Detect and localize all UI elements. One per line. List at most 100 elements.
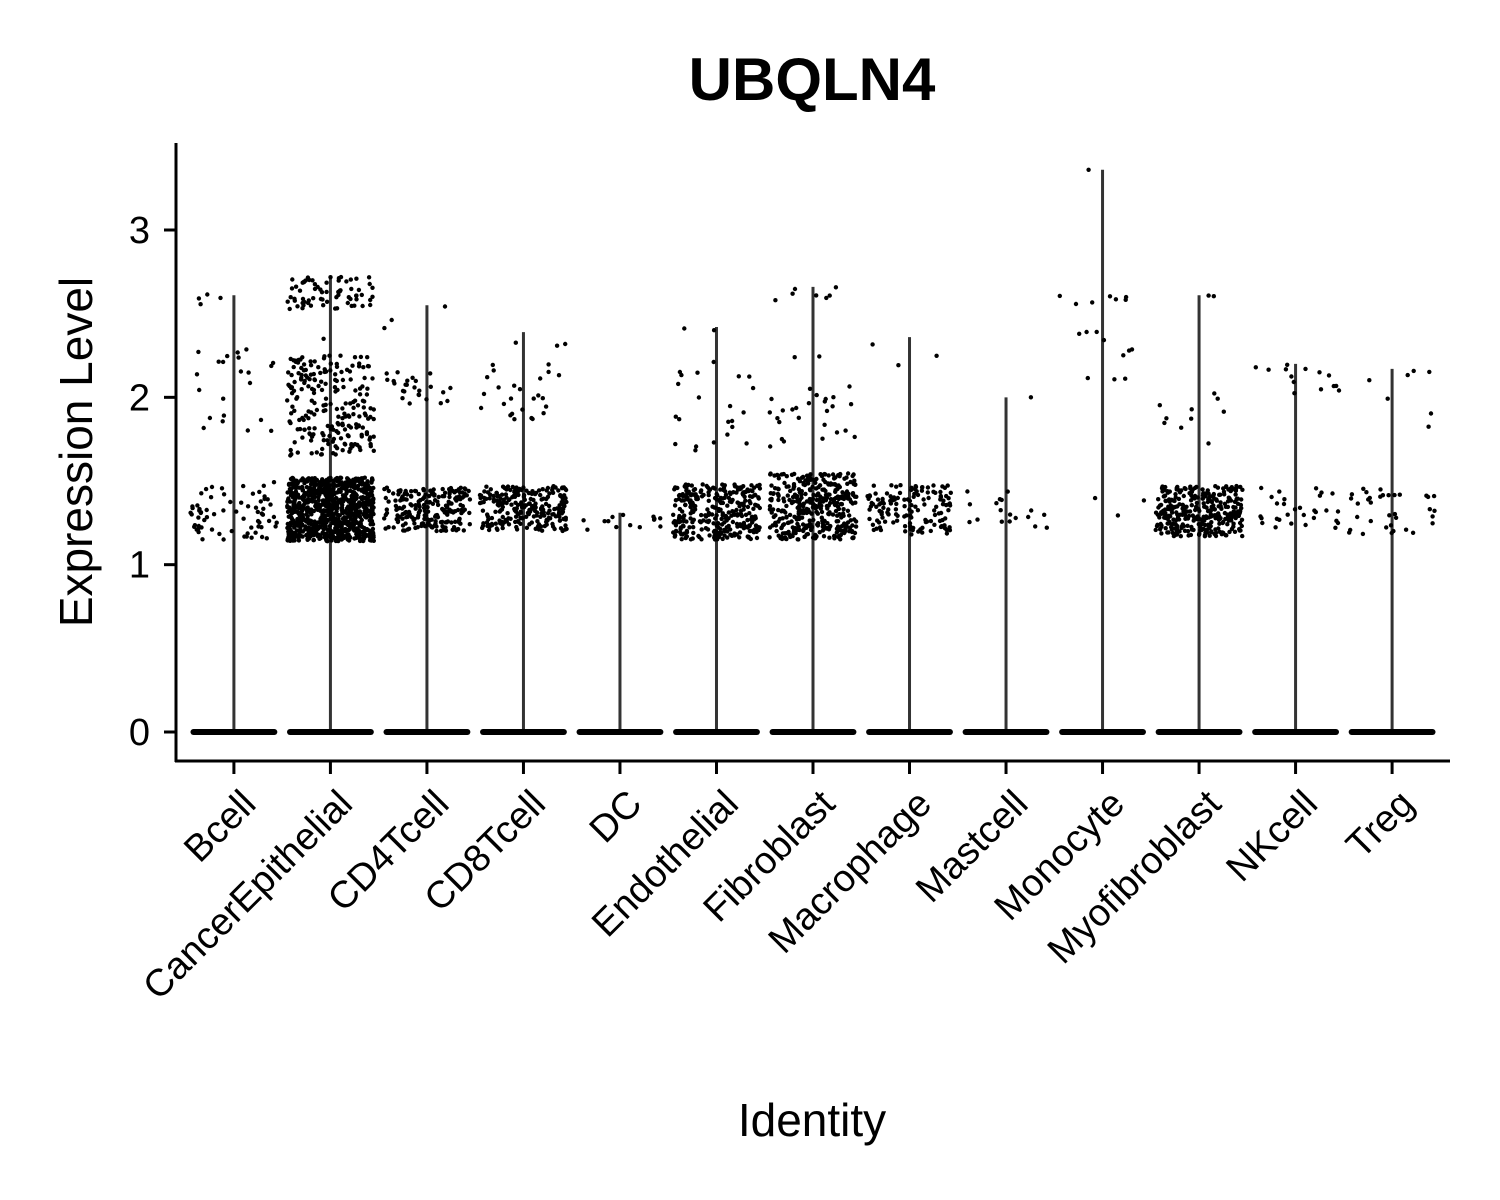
data-point bbox=[393, 498, 398, 503]
data-point bbox=[852, 434, 857, 440]
data-point bbox=[558, 493, 563, 499]
data-point bbox=[491, 497, 497, 502]
data-point bbox=[725, 432, 730, 437]
data-point bbox=[382, 486, 387, 492]
data-point bbox=[907, 521, 913, 526]
data-point bbox=[289, 515, 294, 520]
data-point bbox=[290, 404, 295, 409]
data-point bbox=[658, 524, 663, 529]
data-point bbox=[204, 515, 210, 520]
data-point bbox=[796, 537, 801, 542]
data-point bbox=[487, 496, 492, 501]
data-point bbox=[239, 500, 244, 505]
data-point bbox=[325, 423, 330, 429]
data-point bbox=[1231, 504, 1236, 510]
data-point bbox=[1189, 503, 1195, 508]
data-point bbox=[309, 434, 315, 439]
data-point bbox=[354, 506, 359, 512]
data-point bbox=[699, 527, 704, 532]
data-point bbox=[447, 494, 452, 500]
data-point bbox=[1218, 492, 1223, 497]
data-point bbox=[1212, 391, 1217, 396]
data-point bbox=[842, 530, 847, 536]
data-point bbox=[324, 485, 329, 490]
data-point bbox=[805, 480, 811, 486]
data-point bbox=[297, 426, 303, 432]
data-point bbox=[732, 512, 738, 517]
data-point bbox=[296, 538, 302, 543]
data-point bbox=[775, 416, 780, 421]
data-point bbox=[360, 524, 365, 530]
data-point bbox=[879, 512, 884, 517]
data-point bbox=[781, 496, 786, 501]
data-point bbox=[406, 509, 412, 515]
data-point bbox=[415, 525, 420, 530]
data-point bbox=[1206, 293, 1211, 298]
data-point bbox=[554, 343, 560, 348]
data-point bbox=[317, 486, 322, 491]
data-point bbox=[819, 509, 825, 515]
data-point bbox=[421, 502, 427, 508]
data-point bbox=[830, 512, 836, 517]
data-point bbox=[362, 490, 368, 495]
data-point bbox=[335, 512, 340, 518]
data-point bbox=[833, 489, 838, 494]
data-point bbox=[1355, 514, 1360, 520]
data-point bbox=[394, 507, 399, 512]
data-point bbox=[291, 492, 296, 497]
data-point bbox=[1229, 518, 1234, 523]
data-point bbox=[453, 519, 458, 524]
data-point bbox=[948, 490, 953, 495]
data-point bbox=[311, 476, 316, 482]
data-point bbox=[745, 517, 750, 523]
data-point bbox=[384, 371, 389, 376]
violin-macrophage bbox=[865, 337, 953, 735]
data-point bbox=[1348, 496, 1354, 501]
data-point bbox=[769, 483, 774, 488]
data-point bbox=[814, 293, 819, 298]
data-point bbox=[1123, 294, 1129, 300]
data-point bbox=[1285, 362, 1290, 367]
data-point bbox=[301, 368, 307, 373]
data-point bbox=[679, 532, 684, 537]
x-tick-label-nkcell: NKcell bbox=[1219, 783, 1326, 890]
data-point bbox=[836, 535, 842, 540]
data-point bbox=[360, 495, 365, 500]
data-point bbox=[943, 516, 948, 521]
data-point bbox=[722, 520, 727, 525]
data-point bbox=[328, 532, 333, 537]
data-point bbox=[1209, 520, 1214, 525]
data-point bbox=[902, 497, 907, 502]
data-point bbox=[507, 497, 512, 502]
data-point bbox=[366, 275, 372, 280]
data-point bbox=[1112, 377, 1117, 382]
data-point bbox=[385, 377, 390, 382]
data-point bbox=[467, 497, 473, 502]
data-point bbox=[703, 513, 708, 518]
data-point bbox=[238, 369, 244, 374]
data-point bbox=[340, 422, 345, 428]
data-point bbox=[451, 509, 456, 514]
data-point bbox=[726, 516, 731, 521]
data-point bbox=[532, 508, 538, 514]
data-point bbox=[867, 516, 872, 522]
data-point bbox=[1238, 502, 1244, 508]
data-point bbox=[333, 495, 339, 501]
data-point bbox=[1227, 529, 1232, 535]
data-point bbox=[768, 471, 773, 476]
data-point bbox=[500, 484, 506, 489]
data-point bbox=[311, 537, 316, 543]
data-point bbox=[363, 413, 368, 418]
data-point bbox=[345, 300, 350, 306]
data-point bbox=[1432, 508, 1437, 513]
chart-title: UBQLN4 bbox=[689, 46, 936, 113]
data-point bbox=[538, 376, 543, 381]
data-point bbox=[967, 502, 973, 507]
data-point bbox=[534, 513, 539, 518]
data-point bbox=[333, 306, 338, 311]
data-point bbox=[538, 492, 543, 498]
data-point bbox=[701, 492, 706, 498]
data-point bbox=[848, 499, 854, 504]
data-point bbox=[348, 401, 353, 406]
data-point bbox=[807, 386, 813, 391]
